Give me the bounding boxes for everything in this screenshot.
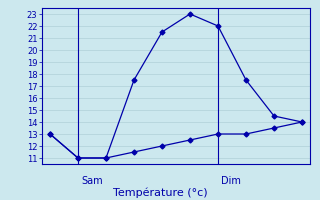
Text: Dim: Dim [221,176,241,186]
Text: Température (°c): Température (°c) [113,188,207,198]
Text: Sam: Sam [81,176,103,186]
